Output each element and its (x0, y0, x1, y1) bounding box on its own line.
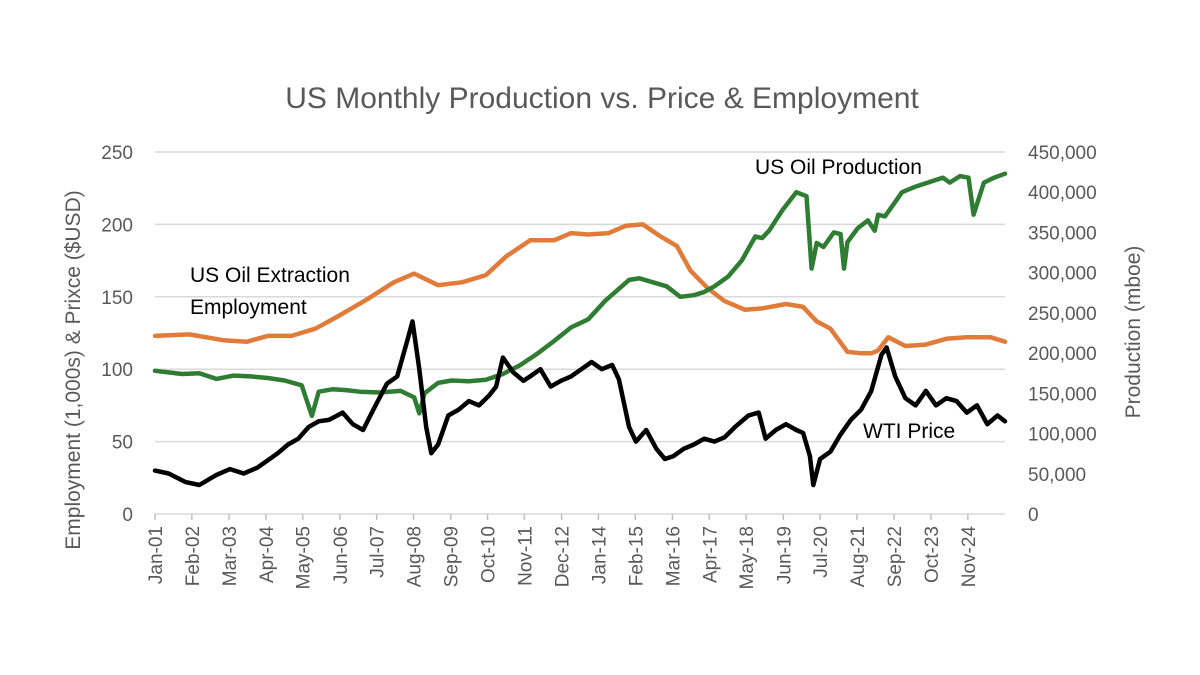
right-tick-label-7: 350,000 (1028, 223, 1097, 244)
right-tick-label-9: 450,000 (1028, 143, 1097, 164)
x-tick-label-13: Feb-15 (626, 526, 647, 586)
series-line-employment (152, 222, 1008, 356)
x-tick-label-11: Dec-12 (553, 526, 574, 587)
left-tick-label-0: 0 (122, 505, 133, 526)
series-layer (152, 171, 1008, 488)
series-line-wti (152, 319, 1008, 488)
left-axis-title: Employment (1,000s) & Prixce ($USD) (62, 190, 85, 549)
x-tick-label-9: Oct-10 (479, 526, 500, 583)
left-tick-label-1: 50 (112, 433, 133, 454)
series-line-production (152, 171, 1008, 419)
x-tick-label-15: Apr-17 (700, 526, 721, 583)
x-tick-label-4: May-05 (294, 526, 315, 589)
left-tick-label-5: 250 (101, 143, 133, 164)
x-tick-label-22: Nov-24 (959, 526, 980, 588)
x-tick-label-7: Aug-08 (405, 526, 426, 587)
employment-annotation-line-2: Employment (190, 296, 307, 319)
x-tick-label-8: Sep-09 (442, 526, 463, 587)
right-tick-label-1: 50,000 (1028, 465, 1086, 486)
x-tick-label-20: Sep-22 (885, 526, 906, 587)
x-tick-label-17: Jun-19 (774, 526, 795, 584)
x-tick-label-10: Nov-11 (515, 526, 536, 586)
x-tick-label-0: Jan-01 (146, 526, 167, 584)
right-tick-label-5: 250,000 (1028, 304, 1097, 325)
chart-title: US Monthly Production vs. Price & Employ… (285, 82, 919, 115)
gridlines (155, 151, 1005, 515)
x-tick-label-3: Apr-04 (257, 526, 278, 583)
x-tick-label-1: Feb-02 (183, 526, 204, 586)
right-tick-label-8: 400,000 (1028, 183, 1097, 204)
right-tick-label-0: 0 (1028, 505, 1039, 526)
x-tick-label-18: Jul-20 (811, 526, 832, 578)
left-tick-label-2: 100 (101, 360, 133, 381)
left-tick-label-3: 150 (101, 288, 133, 309)
x-tick-label-19: Aug-21 (848, 526, 869, 587)
right-tick-label-3: 150,000 (1028, 384, 1097, 405)
x-tick-label-14: Mar-16 (663, 526, 684, 586)
left-axis-ticks: 0 50 100 150 200 250 (101, 143, 133, 526)
x-tick-label-12: Jan-14 (589, 526, 610, 585)
right-tick-label-4: 200,000 (1028, 344, 1097, 365)
x-tick-label-6: Jul-07 (368, 526, 389, 578)
x-tick-label-21: Oct-23 (922, 526, 943, 583)
right-tick-label-6: 300,000 (1028, 264, 1097, 285)
right-axis-title: Production (mboe) (1122, 246, 1145, 419)
x-axis-ticks: Jan-01 Feb-02 Mar-03 Apr-04 May-05 Jun-06 Jul-… (146, 514, 980, 589)
wti-annotation: WTI Price (863, 420, 955, 443)
x-tick-label-2: Mar-03 (220, 526, 241, 586)
left-tick-label-4: 200 (101, 215, 133, 236)
x-tick-label-5: Jun-06 (331, 526, 352, 584)
right-tick-label-2: 100,000 (1028, 425, 1097, 446)
right-axis-ticks: 0 50,000 100,000 150,000 200,000 250,000 300,0… (1028, 143, 1097, 526)
x-tick-label-16: May-18 (737, 526, 758, 589)
employment-annotation-line-1: US Oil Extraction (190, 264, 350, 287)
production-annotation: US Oil Production (755, 156, 922, 179)
